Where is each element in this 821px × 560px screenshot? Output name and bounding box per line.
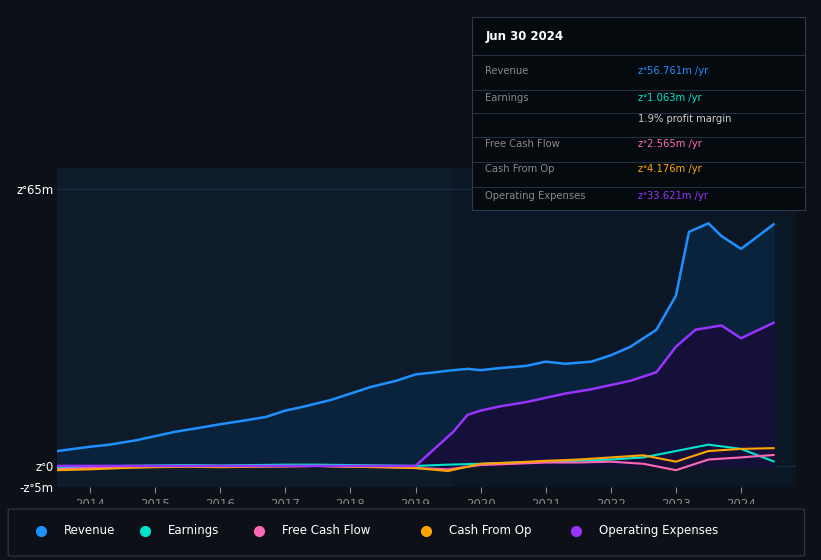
- Text: Cash From Op: Cash From Op: [485, 165, 555, 174]
- Text: zᐤ33.621m /yr: zᐤ33.621m /yr: [639, 192, 709, 202]
- Text: zᐤ56.761m /yr: zᐤ56.761m /yr: [639, 66, 709, 76]
- Text: Cash From Op: Cash From Op: [449, 524, 531, 538]
- Text: Free Cash Flow: Free Cash Flow: [282, 524, 370, 538]
- Text: Jun 30 2024: Jun 30 2024: [485, 30, 563, 43]
- Text: Earnings: Earnings: [485, 93, 529, 103]
- Bar: [453, 168, 796, 487]
- Text: zᐤ2.565m /yr: zᐤ2.565m /yr: [639, 139, 702, 150]
- Text: Revenue: Revenue: [64, 524, 116, 538]
- Text: zᐤ1.063m /yr: zᐤ1.063m /yr: [639, 93, 702, 103]
- Text: Operating Expenses: Operating Expenses: [485, 192, 586, 202]
- Text: Operating Expenses: Operating Expenses: [599, 524, 718, 538]
- Text: 1.9% profit margin: 1.9% profit margin: [639, 114, 732, 124]
- Text: zᐤ4.176m /yr: zᐤ4.176m /yr: [639, 165, 702, 174]
- Text: Revenue: Revenue: [485, 66, 529, 76]
- Text: Free Cash Flow: Free Cash Flow: [485, 139, 560, 150]
- Text: Earnings: Earnings: [168, 524, 220, 538]
